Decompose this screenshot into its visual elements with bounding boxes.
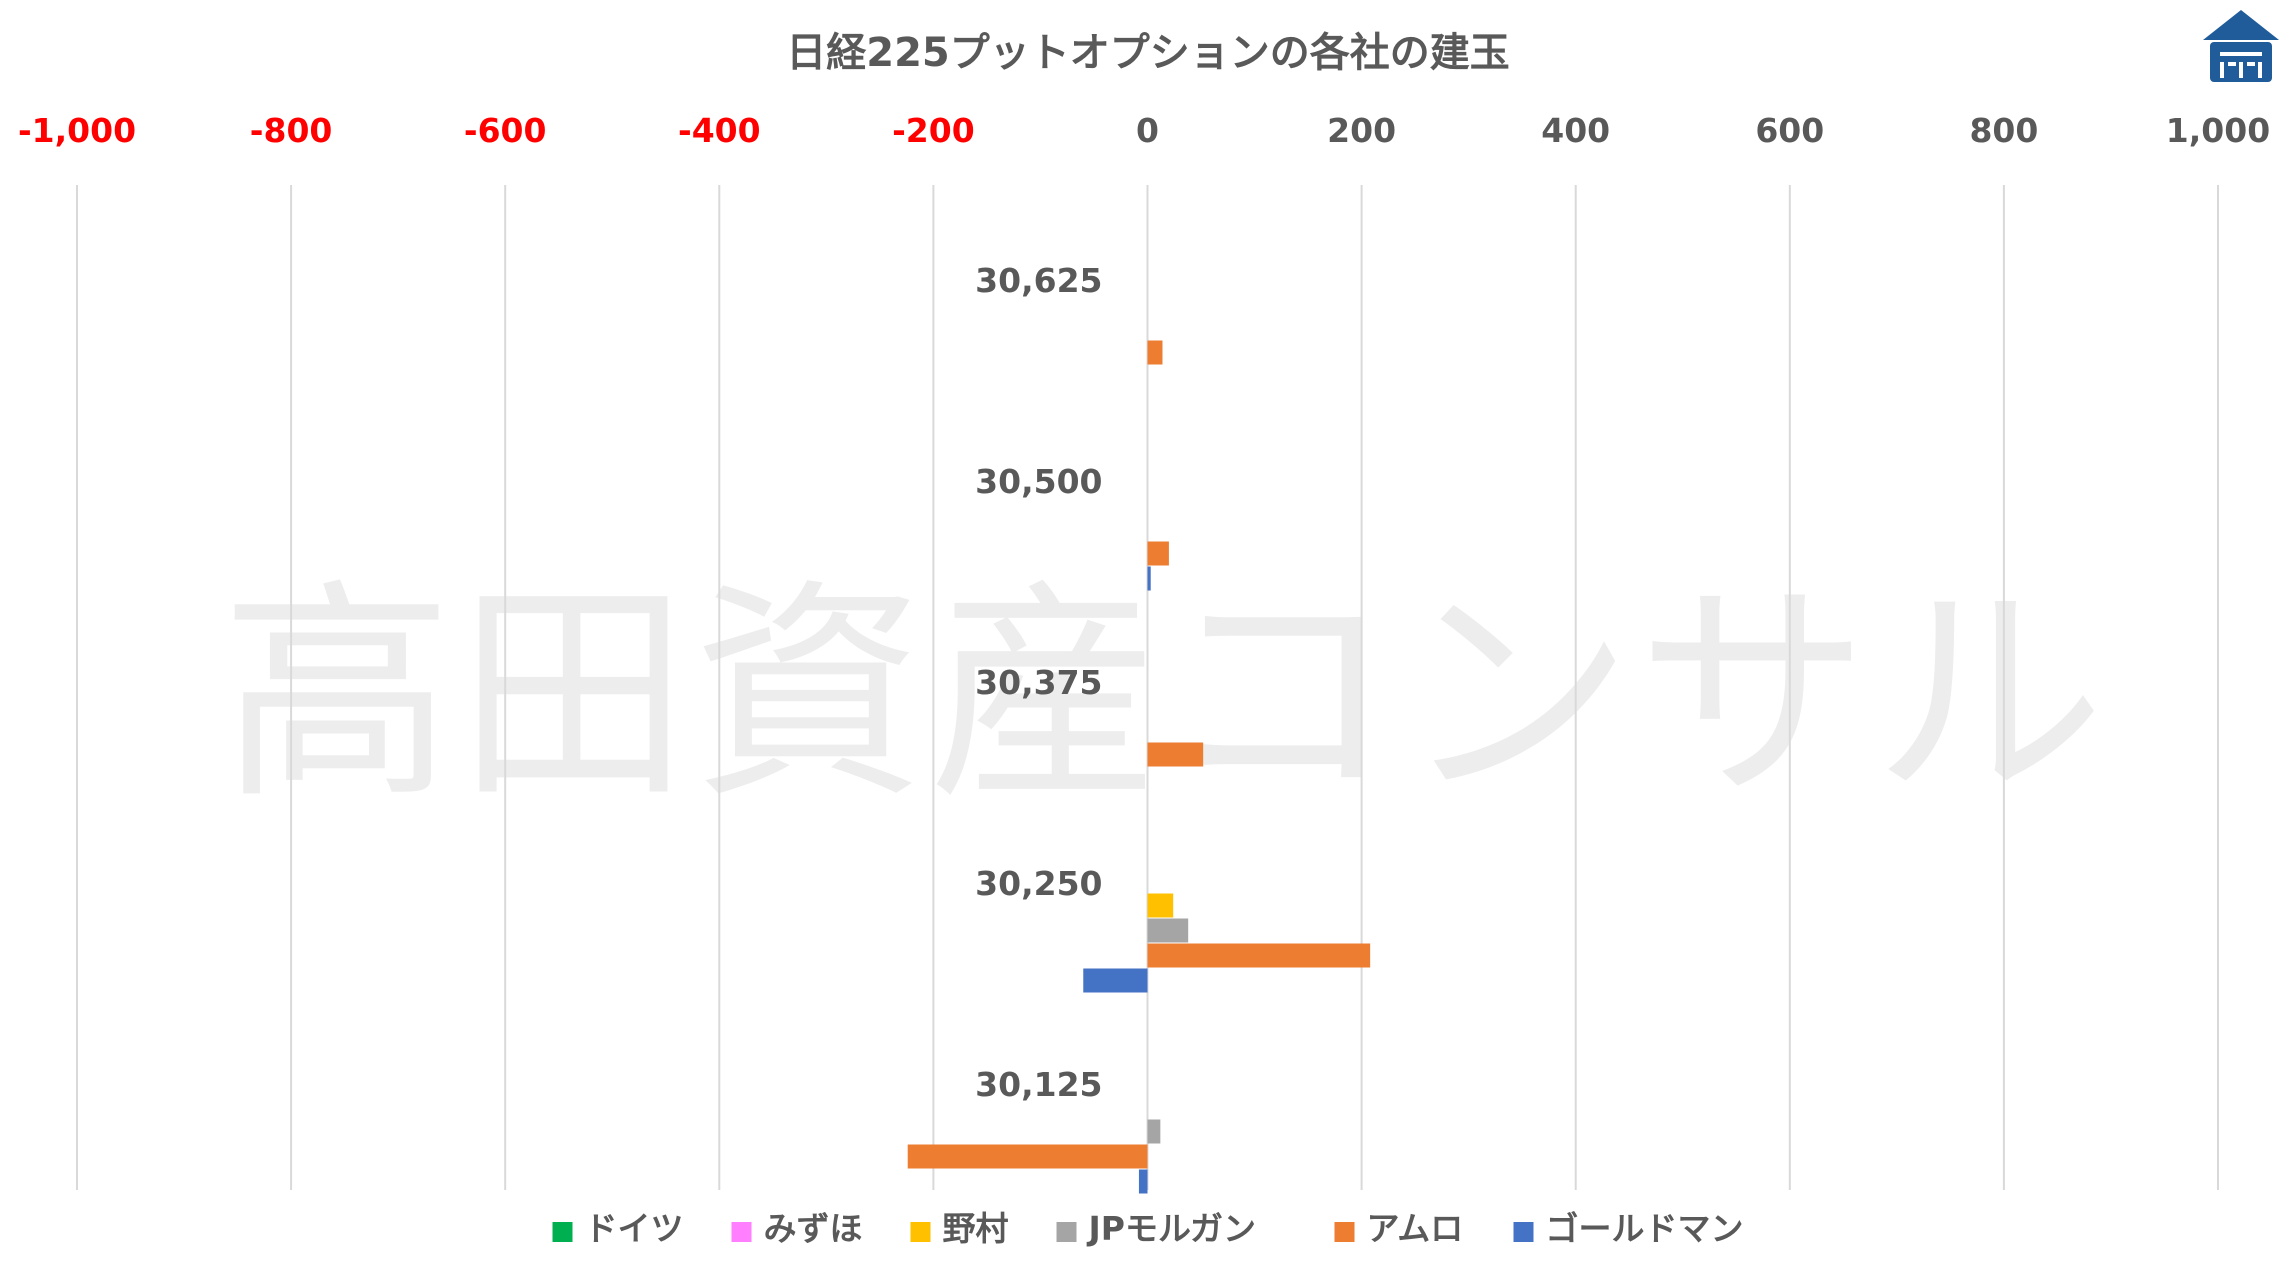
x-tick-label: 800 — [1969, 111, 2038, 150]
bar — [1083, 968, 1148, 993]
bar — [1147, 541, 1169, 566]
category-label: 30,125 — [975, 1065, 1102, 1104]
bars — [907, 340, 1371, 1194]
x-tick-label: 200 — [1327, 111, 1396, 150]
legend-label: 野村 — [943, 1209, 1009, 1248]
legend-swatch — [1334, 1222, 1355, 1242]
x-tick-label: -200 — [892, 111, 975, 150]
bar — [1147, 893, 1174, 918]
legend-swatch — [1513, 1222, 1534, 1242]
bar — [1147, 918, 1189, 943]
legend-swatch — [910, 1222, 931, 1242]
legend-swatch — [731, 1222, 752, 1242]
roof-logo-icon — [2203, 10, 2279, 82]
x-tick-label: -1,000 — [18, 111, 136, 150]
bar — [1147, 566, 1151, 591]
bar — [1138, 1169, 1148, 1194]
bar — [1147, 1119, 1161, 1144]
legend: ドイツ みずほ 野村 JPモルガン アムロ ゴールドマン — [552, 1209, 1744, 1248]
x-tick-label: 600 — [1755, 111, 1824, 150]
x-tick-label: -600 — [464, 111, 547, 150]
bar — [907, 1144, 1148, 1169]
category-label: 30,375 — [975, 663, 1102, 702]
x-tick-label: 400 — [1541, 111, 1610, 150]
gridlines — [76, 185, 2219, 1190]
legend-swatch — [1056, 1222, 1077, 1242]
legend-label: ドイツ — [585, 1209, 684, 1248]
legend-label: アムロ — [1367, 1209, 1464, 1248]
x-axis-ticks: -1,000 -800 -600 -400 -200 0 200 400 600 800 1,000 — [18, 111, 2270, 150]
category-label: 30,500 — [975, 462, 1102, 501]
category-label: 30,625 — [975, 261, 1102, 300]
chart-title: 日経225プットオプションの各社の建玉 — [786, 30, 1510, 76]
legend-label: ゴールドマン — [1546, 1209, 1744, 1248]
x-tick-label: -400 — [678, 111, 761, 150]
legend-label: みずほ — [764, 1209, 863, 1248]
bar — [1147, 943, 1371, 968]
x-tick-label: 1,000 — [2166, 111, 2270, 150]
watermark: 高田資産コンサル — [221, 560, 2109, 830]
x-tick-label: -800 — [250, 111, 333, 150]
category-labels: 30,625 30,500 30,375 30,250 30,125 — [975, 261, 1102, 1104]
bar — [1147, 742, 1204, 767]
x-tick-label: 0 — [1136, 111, 1159, 150]
category-label: 30,250 — [975, 864, 1102, 903]
legend-label: JPモルガン — [1087, 1209, 1256, 1248]
legend-swatch — [552, 1222, 573, 1242]
bar — [1147, 340, 1163, 365]
